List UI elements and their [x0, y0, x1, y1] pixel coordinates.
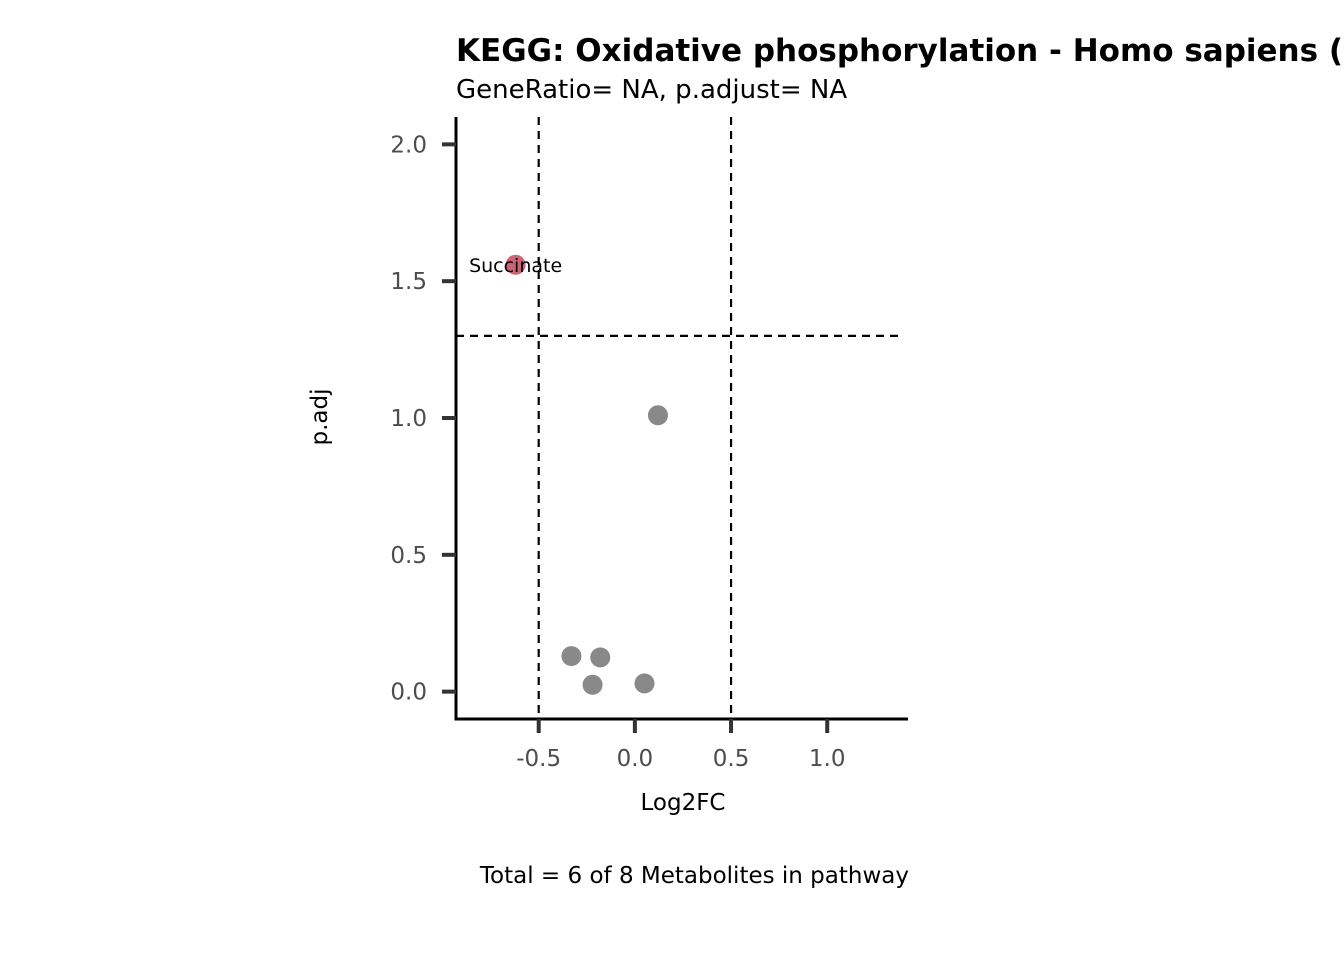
y-axis-title: p.adj [307, 389, 333, 446]
chart-caption: Total = 6 of 8 Metabolites in pathway [479, 863, 909, 889]
point-labels: Succinate [469, 255, 562, 277]
x-tick-label: -0.5 [516, 746, 561, 772]
significant-point [505, 254, 526, 275]
non-significant-point [590, 647, 611, 668]
non-significant-point [634, 673, 655, 694]
chart-title: KEGG: Oxidative phosphorylation - Homo s… [456, 33, 1344, 69]
non-significant-point [561, 646, 582, 667]
y-tick-label: 2.0 [390, 132, 427, 158]
y-tick-label: 0.0 [390, 680, 427, 706]
x-tick-label: 1.0 [809, 746, 846, 772]
x-tick-label: 0.0 [617, 746, 654, 772]
x-axis-ticks: -0.5 0.0 0.5 1.0 [516, 719, 846, 772]
y-tick-label: 0.5 [390, 543, 427, 569]
non-significant-point [647, 405, 668, 426]
point-label: Succinate [469, 255, 562, 277]
chart-subtitle: GeneRatio= NA, p.adjust= NA [456, 75, 847, 105]
x-axis-title: Log2FC [640, 790, 725, 816]
x-tick-label: 0.5 [713, 746, 750, 772]
axes [454, 117, 908, 721]
y-tick-label: 1.0 [390, 406, 427, 432]
threshold-lines [456, 117, 902, 719]
non-significant-point [582, 674, 603, 695]
data-points [505, 254, 668, 695]
y-tick-label: 1.5 [390, 269, 427, 295]
y-axis-ticks: 0.0 0.5 1.0 1.5 2.0 [390, 132, 456, 706]
